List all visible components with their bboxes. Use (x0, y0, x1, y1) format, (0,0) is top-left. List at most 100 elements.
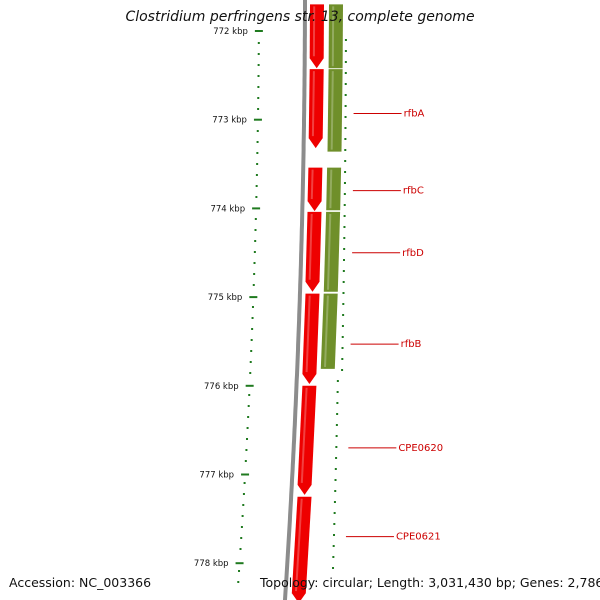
minor-tick (243, 482, 246, 484)
green-gene-block-body (326, 167, 342, 211)
minor-tick (343, 226, 346, 228)
minor-tick (250, 339, 253, 341)
gene-label-rfba: rfbA (404, 108, 425, 119)
minor-tick (252, 284, 255, 286)
minor-tick (335, 435, 338, 437)
minor-tick (342, 270, 345, 272)
red-gene-block-highlight (308, 213, 313, 280)
minor-tick (255, 196, 258, 198)
minor-tick (343, 182, 346, 184)
tick-label: 774 kbp (210, 204, 245, 214)
green-gene-block (323, 211, 341, 292)
minor-tick (344, 61, 347, 63)
minor-tick (253, 262, 256, 264)
green-gene-track (320, 4, 343, 369)
red-gene-block-body (309, 4, 324, 69)
minor-tick (333, 534, 336, 536)
minor-tick (257, 75, 260, 77)
red-gene-block-body (302, 293, 320, 384)
backbone-line (282, 0, 307, 600)
minor-tick (341, 325, 344, 327)
minor-tick (334, 490, 337, 492)
gene-label-rfbb: rfbB (401, 339, 422, 350)
green-gene-block-body (323, 211, 341, 292)
minor-tick (341, 347, 344, 349)
red-gene-block-highlight (300, 387, 308, 483)
minor-tick (335, 446, 338, 448)
red-gene-block-highlight (311, 71, 315, 137)
minor-tick (253, 273, 256, 275)
minor-tick (344, 160, 347, 162)
minor-tick (242, 493, 245, 495)
red-gene-block-body (308, 69, 324, 149)
minor-tick (256, 152, 259, 154)
minor-tick (342, 281, 345, 283)
minor-tick (332, 567, 335, 569)
minor-tick (343, 193, 346, 195)
minor-tick (343, 204, 346, 206)
minor-tick (344, 94, 347, 96)
tick-label: 775 kbp (208, 293, 243, 303)
minor-tick (341, 369, 344, 371)
minor-tick (250, 350, 253, 352)
minor-tick (343, 237, 346, 239)
red-gene-block-body (297, 385, 317, 495)
minor-tick-marks (237, 39, 347, 583)
red-gene-block-body (305, 211, 322, 292)
gene-label-rfbd: rfbD (402, 248, 424, 259)
tick-label: 773 kbp (212, 116, 247, 126)
red-gene-block (309, 4, 324, 69)
minor-tick (245, 449, 248, 451)
minor-tick (341, 358, 344, 360)
green-gene-block (320, 293, 338, 369)
green-gene-block-highlight (327, 213, 332, 290)
minor-tick (336, 391, 339, 393)
green-gene-block-body (320, 293, 338, 369)
green-gene-block (328, 4, 343, 69)
minor-tick (251, 306, 254, 308)
minor-tick (254, 240, 257, 242)
minor-tick (239, 548, 242, 550)
minor-tick (247, 416, 250, 418)
minor-tick (343, 259, 346, 261)
minor-tick (334, 468, 337, 470)
minor-tick (255, 185, 258, 187)
scale-ticks: 772 kbp 773 kbp 774 kbp 775 kbp 776 kbp 777 k… (194, 27, 263, 569)
minor-tick (251, 317, 254, 319)
minor-tick (257, 108, 260, 110)
minor-tick (238, 570, 241, 572)
red-gene-block-body (291, 496, 312, 600)
gene-label-rfbc: rfbC (403, 186, 424, 197)
red-gene-track (291, 4, 324, 600)
genome-summary-text: Topology: circular; Length: 3,031,430 bp… (260, 575, 600, 590)
minor-tick (344, 138, 347, 140)
minor-tick (344, 127, 347, 129)
minor-tick (242, 504, 245, 506)
minor-tick (240, 537, 243, 539)
minor-tick (240, 526, 243, 528)
gene-label-cpe0620: CPE0620 (398, 443, 443, 454)
minor-tick (333, 512, 336, 514)
minor-tick (332, 556, 335, 558)
minor-tick (249, 372, 252, 374)
green-gene-block-highlight (329, 169, 333, 209)
minor-tick (335, 457, 338, 459)
minor-tick (246, 438, 249, 440)
green-gene-block-highlight (324, 295, 329, 367)
red-gene-block (307, 167, 323, 212)
tick-label: 777 kbp (199, 471, 234, 481)
red-gene-block-body (307, 167, 323, 212)
tick-label: 772 kbp (213, 27, 248, 37)
red-gene-block (291, 496, 312, 600)
minor-tick (344, 149, 347, 151)
minor-tick (244, 460, 247, 462)
map-title: Clostridium perfringens str. 13, complet… (125, 9, 475, 25)
gene-labels: rfbA rfbC rfbD rfbB CPE0620 CPE0621 (345, 108, 443, 543)
red-gene-block-highlight (305, 295, 311, 373)
minor-tick (336, 413, 339, 415)
green-gene-block (326, 167, 342, 211)
minor-tick (257, 64, 260, 66)
minor-tick (257, 86, 260, 88)
red-gene-block (308, 69, 324, 149)
